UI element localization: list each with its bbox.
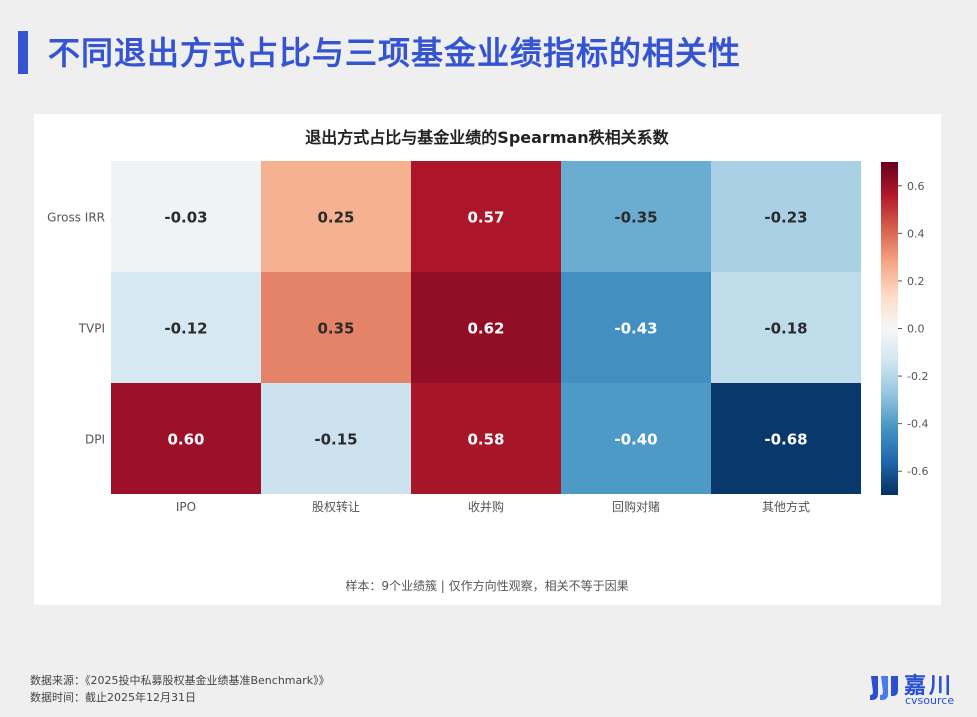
heatmap-cell [111, 272, 261, 383]
cell-value-label: -0.23 [764, 209, 807, 227]
heatmap-cell [411, 383, 561, 494]
cell-value-label: -0.40 [614, 431, 657, 449]
heatmap-cell [411, 272, 561, 383]
colorbar-tick-label: -0.4 [907, 418, 928, 431]
cell-value-label: -0.12 [164, 320, 207, 338]
column-label: IPO [176, 500, 196, 514]
cell-value-label: 0.58 [467, 431, 504, 449]
brand-logo: 嘉川 cvsource [868, 670, 968, 710]
heatmap-cell [711, 272, 861, 383]
heatmap-cell [261, 272, 411, 383]
cell-value-label: -0.35 [614, 209, 657, 227]
title-accent-bar [18, 31, 28, 74]
cell-value-label: -0.68 [764, 431, 807, 449]
colorbar-tick-label: -0.2 [907, 370, 928, 383]
heatmap-cell [411, 161, 561, 272]
chart-note: 样本：9个业绩簇 | 仅作方向性观察，相关不等于因果 [345, 578, 628, 593]
cell-value-label: 0.35 [317, 320, 354, 338]
heatmap-chart: 退出方式占比与基金业绩的Spearman秩相关系数 -0.03 0.25 0.57 -0… [47, 128, 928, 593]
column-label: 其他方式 [762, 499, 810, 514]
footer: 数据来源：《2025投中私募股权基金业绩基准Benchmark》》 数据时间：截… [30, 672, 330, 706]
footer-date: 数据时间：截止2025年12月31日 [30, 691, 196, 704]
logo-english: cvsource [905, 694, 955, 707]
logo-mark-icon [870, 676, 898, 700]
cell-value-label: 0.60 [167, 431, 204, 449]
column-label: 收并购 [468, 499, 504, 514]
cell-value-label: 0.25 [317, 209, 354, 227]
cell-value-label: -0.15 [314, 431, 357, 449]
colorbar-tick-label: 0.0 [907, 323, 925, 336]
chart-title: 退出方式占比与基金业绩的Spearman秩相关系数 [305, 128, 669, 147]
colorbar-tick-label: -0.6 [907, 465, 928, 478]
colorbar [881, 162, 898, 495]
cell-value-label: -0.43 [614, 320, 657, 338]
logo-chinese: 嘉川 [904, 674, 955, 699]
cell-value-label: -0.03 [164, 209, 207, 227]
column-label: 股权转让 [312, 499, 360, 514]
heatmap-cell [711, 383, 861, 494]
row-label: DPI [85, 433, 105, 447]
column-label: 回购对赌 [612, 499, 660, 514]
footer-source: 数据来源：《2025投中私募股权基金业绩基准Benchmark》》 [30, 674, 330, 687]
row-label: TVPI [78, 322, 105, 336]
colorbar-tick-label: 0.6 [907, 180, 925, 193]
cell-value-label: 0.62 [467, 320, 504, 338]
heatmap-cell [561, 161, 711, 272]
chart-card: 退出方式占比与基金业绩的Spearman秩相关系数 -0.03 0.25 0.57 -0… [34, 114, 941, 605]
heatmap-cell [261, 383, 411, 494]
row-label: Gross IRR [47, 211, 105, 225]
colorbar-tick-label: 0.4 [907, 227, 925, 240]
heatmap-cell [561, 383, 711, 494]
heatmap-cell [261, 161, 411, 272]
heatmap-cell [111, 161, 261, 272]
cell-value-label: 0.57 [467, 209, 504, 227]
page-title: 不同退出方式占比与三项基金业绩指标的相关性 [48, 34, 742, 72]
heatmap-cell [711, 161, 861, 272]
colorbar-tick-label: 0.2 [907, 275, 925, 288]
heatmap-cell [561, 272, 711, 383]
cell-value-label: -0.18 [764, 320, 807, 338]
heatmap-cell [111, 383, 261, 494]
